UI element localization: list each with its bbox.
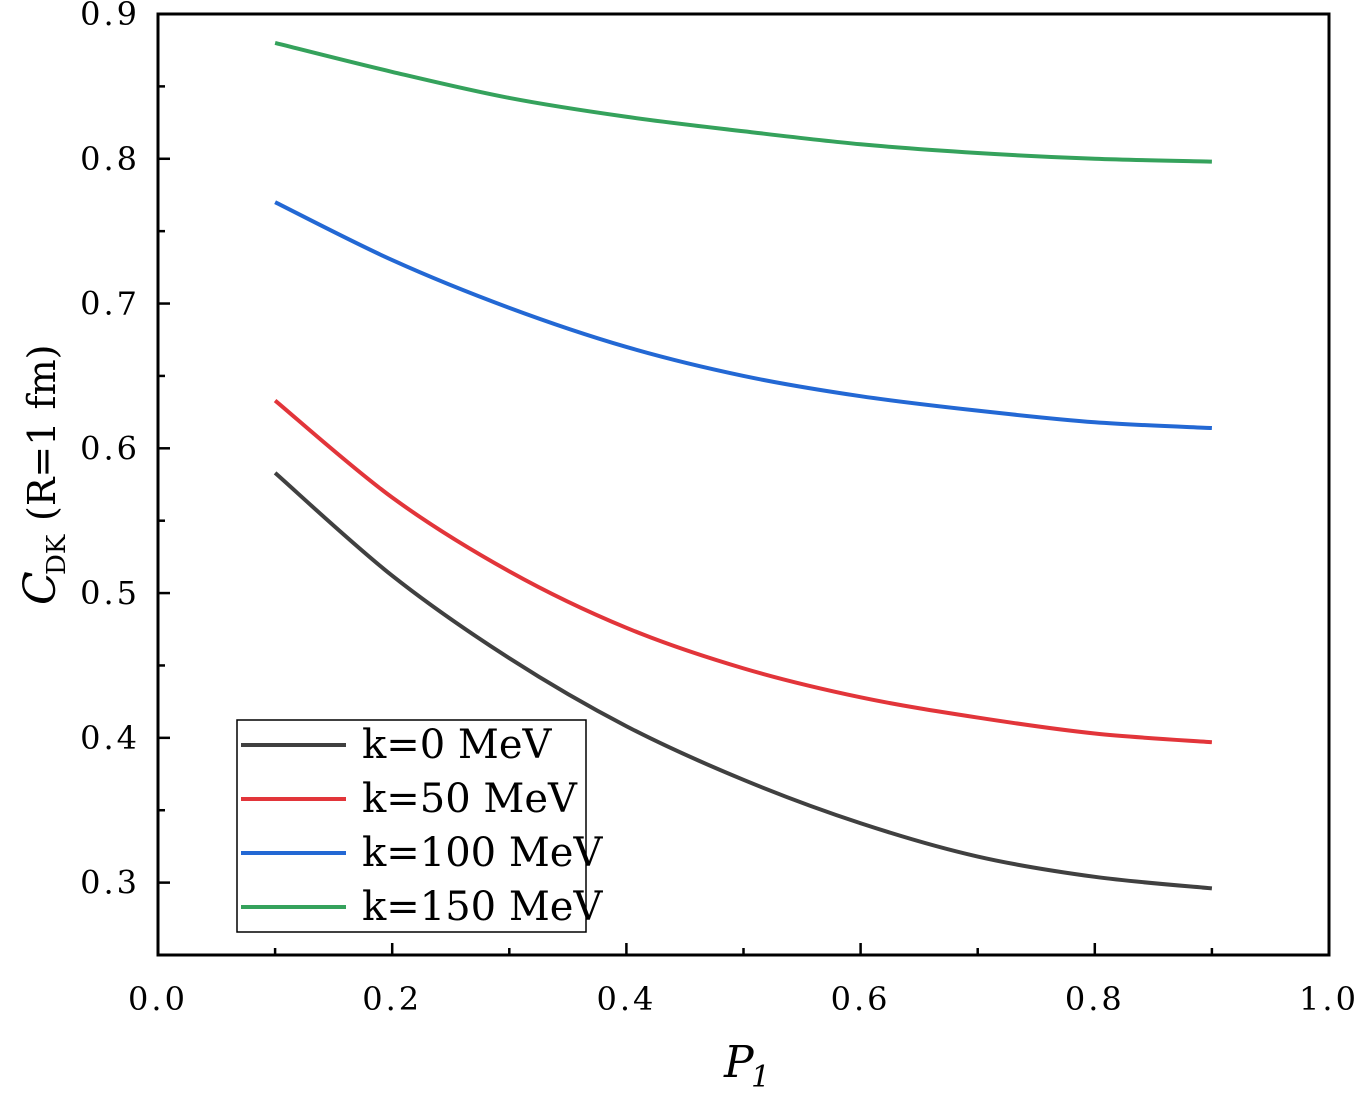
y-tick-label-3: 0.6 [80, 429, 140, 467]
y-tick-label-1: 0.4 [80, 719, 140, 757]
y-axis-title-subscript: DK [42, 534, 72, 575]
y-axis-title-suffix: (R=1 fm) [20, 345, 64, 521]
y-tick-label-2: 0.5 [80, 574, 140, 612]
x-tick-label-5: 1.0 [1299, 980, 1359, 1018]
y-tick-label-4: 0.7 [80, 285, 140, 323]
labels-layer: 0.0 0.2 0.4 0.6 0.8 1.0 0.3 0.4 0.5 0.6 0.7 0.8 0.9 P… [15, 0, 1359, 1093]
legend-label-1: k=50 MeV [362, 776, 578, 822]
series-line-0 [273, 471, 1213, 891]
y-axis-title-main: C [15, 571, 66, 605]
axes-layer [156, 12, 1331, 957]
legend-label-3: k=150 MeV [362, 884, 603, 930]
x-axis-title: P [723, 1037, 755, 1088]
x-tick-label-2: 0.4 [596, 980, 656, 1018]
series-line-2 [274, 200, 1212, 431]
y-tick-label-5: 0.8 [80, 140, 140, 178]
series-line-1 [273, 398, 1213, 745]
legend-box [236, 719, 587, 933]
y-tick-label-6: 0.9 [80, 0, 140, 33]
legend-label-0: k=0 MeV [362, 722, 553, 768]
x-tick-label-3: 0.6 [831, 980, 891, 1018]
x-axis-title-subscript: 1 [751, 1060, 770, 1093]
y-tick-label-0: 0.3 [80, 864, 140, 902]
x-tick-label-4: 0.8 [1065, 980, 1125, 1018]
series-layer [273, 41, 1213, 891]
legend: k=0 MeV k=50 MeV k=100 MeV k=150 MeV [236, 719, 603, 933]
legend-label-2: k=100 MeV [362, 830, 603, 876]
x-tick-label-1: 0.2 [362, 980, 422, 1018]
x-tick-label-0: 0.0 [128, 980, 188, 1018]
y-axis-title: CDK (R=1 fm) [15, 345, 72, 605]
series-line-3 [274, 41, 1212, 164]
